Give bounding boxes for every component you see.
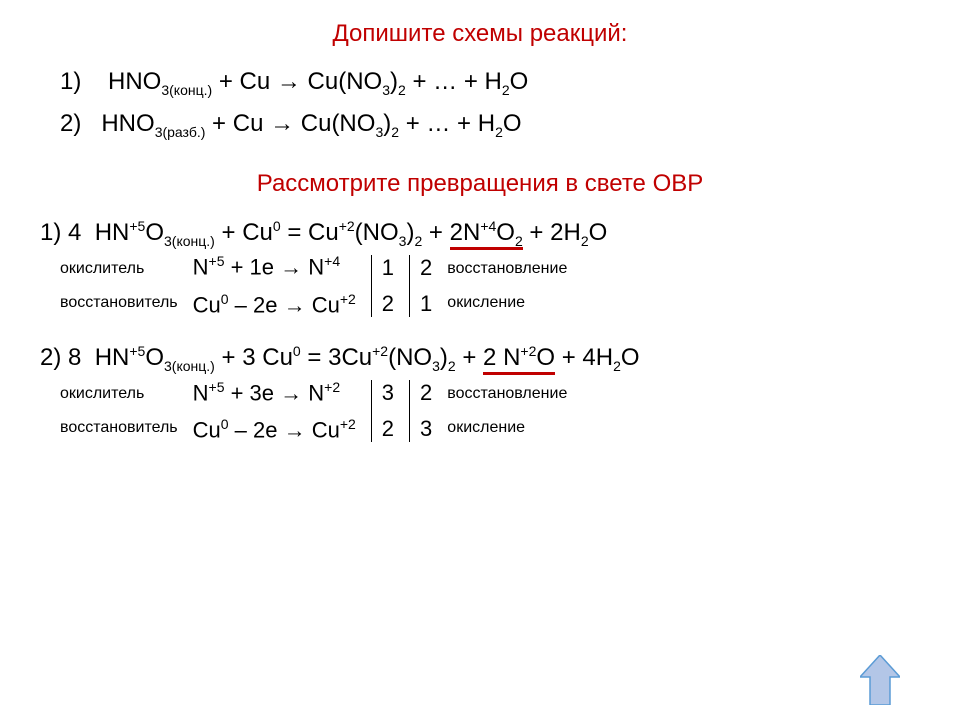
balance-right-labels-1: восстановление окисление <box>447 260 567 312</box>
solution-2: 2) 8 HN+5O3(конц.) + 3 Cu0 = 3Cu+2(NO3)2… <box>40 343 920 374</box>
equation-2: 2) HNO3(разб.) + Cu → Cu(NO3)2 + … + H2O <box>60 110 920 140</box>
conc-label-2: 3(конц.) <box>164 232 215 248</box>
page-subtitle: Рассмотрите превращения в свете ОВР <box>40 170 920 198</box>
balance-table-1: 1 2 2 1 <box>371 255 433 317</box>
sol2-number: 2) <box>40 344 61 371</box>
bal-cell: 1 <box>382 255 394 281</box>
balance-left-labels-2: окислитель восстановитель <box>60 385 178 437</box>
coef-2d: 4 <box>582 344 595 371</box>
balance-col1-1: 1 2 <box>371 255 394 317</box>
arrow-up-icon[interactable] <box>860 655 900 705</box>
balance-table-2: 3 2 2 3 <box>371 380 433 442</box>
balance-col2-1: 2 1 <box>409 255 432 317</box>
half-cu-2: Cu0 – 2e → Cu+2 <box>193 416 356 443</box>
conc-label: 3(конц.) <box>161 82 212 98</box>
balance-block-2: окислитель восстановитель N+5 + 3e → N+2… <box>60 379 920 444</box>
solution-1: 1) 4 HN+5O3(конц.) + Cu0 = Cu+2(NO3)2 + … <box>40 218 920 249</box>
eq2-number: 2) <box>60 110 81 137</box>
reduction-label-2: восстановление <box>447 385 567 403</box>
balance-block-1: окислитель восстановитель N+5 + 1e → N+4… <box>60 253 920 318</box>
coef-2b: 3 <box>242 344 255 371</box>
sol1-number: 1) <box>40 219 61 246</box>
bal-cell: 3 <box>420 416 432 442</box>
balance-col2-2: 2 3 <box>409 380 432 442</box>
half-n-2: N+5 + 3e → N+2 <box>193 379 356 406</box>
reduction-label: восстановление <box>447 260 567 278</box>
coef-2b2: 3 <box>328 344 341 371</box>
bal-cell: 3 <box>382 380 394 406</box>
coef-1b: 2N <box>450 219 481 246</box>
oxidation-label-2: окисление <box>447 419 567 437</box>
half-reactions-1: N+5 + 1e → N+4 Cu0 – 2e → Cu+2 <box>193 253 356 318</box>
half-n-1: N+5 + 1e → N+4 <box>193 253 356 280</box>
balance-col1-2: 3 2 <box>371 380 394 442</box>
dilute-label: 3(разб.) <box>155 124 206 140</box>
half-reactions-2: N+5 + 3e → N+2 Cu0 – 2e → Cu+2 <box>193 379 356 444</box>
eq1-number: 1) <box>60 68 81 95</box>
oxidizer-label: окислитель <box>60 260 178 278</box>
coef-2a: 8 <box>68 344 81 371</box>
reducer-label: восстановитель <box>60 294 178 312</box>
bal-cell: 2 <box>420 255 432 281</box>
bal-cell: 1 <box>420 291 432 317</box>
oxidizer-label-2: окислитель <box>60 385 178 403</box>
reducer-label-2: восстановитель <box>60 419 178 437</box>
conc-label-3: 3(конц.) <box>164 358 215 374</box>
bal-cell: 2 <box>420 380 432 406</box>
coef-2c: 2 <box>483 344 496 371</box>
equation-1: 1) HNO3(конц.) + Cu → Cu(NO3)2 + … + H2O <box>60 68 920 98</box>
balance-left-labels-1: окислитель восстановитель <box>60 260 178 312</box>
balance-right-labels-2: восстановление окисление <box>447 385 567 437</box>
half-cu-1: Cu0 – 2e → Cu+2 <box>193 291 356 318</box>
bal-cell: 2 <box>382 291 394 317</box>
coef-1a: 4 <box>68 219 81 246</box>
bal-cell: 2 <box>382 416 394 442</box>
oxidation-label: окисление <box>447 294 567 312</box>
page-title: Допишите схемы реакций: <box>40 20 920 48</box>
coef-1c: 2 <box>550 219 563 246</box>
